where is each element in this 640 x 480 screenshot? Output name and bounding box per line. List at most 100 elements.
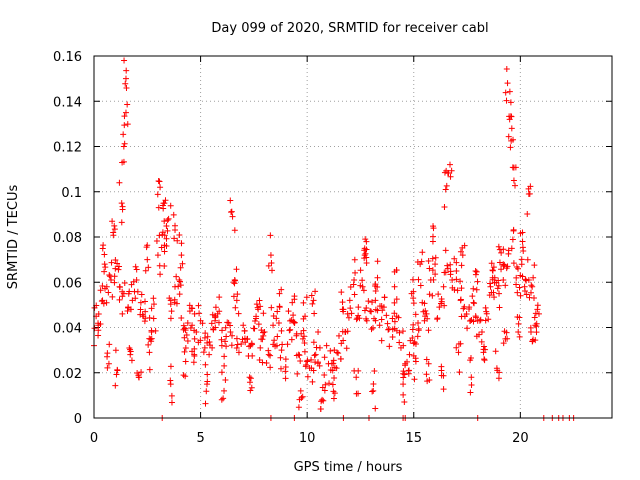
data-point [412, 355, 419, 362]
data-point [295, 404, 302, 411]
data-point [438, 298, 445, 305]
data-point [159, 229, 166, 236]
data-point [150, 315, 157, 322]
data-point [282, 356, 289, 363]
data-point [230, 293, 237, 300]
data-point [220, 395, 227, 402]
data-point [353, 374, 360, 381]
data-point [369, 388, 376, 395]
data-point [381, 294, 388, 301]
data-point [134, 288, 141, 295]
data-point [443, 182, 450, 189]
data-point [467, 355, 474, 362]
data-point [361, 255, 368, 262]
data-point [415, 319, 422, 326]
data-point [267, 352, 274, 359]
data-point [302, 313, 309, 320]
data-point [310, 297, 317, 304]
data-point [282, 375, 289, 382]
data-point [489, 274, 496, 281]
data-point [224, 319, 231, 326]
data-point [376, 322, 383, 329]
data-point [521, 287, 528, 294]
y-tick-label: 0.12 [53, 141, 82, 156]
data-point [470, 299, 477, 306]
data-point [182, 358, 189, 365]
data-point [228, 208, 235, 215]
data-point [173, 300, 180, 307]
data-point [356, 315, 363, 322]
data-point [391, 283, 398, 290]
data-point [531, 262, 538, 269]
data-point [473, 268, 480, 275]
data-point [527, 289, 534, 296]
data-point [453, 344, 460, 351]
data-point [163, 235, 170, 242]
data-point [451, 255, 458, 262]
data-point [121, 140, 128, 147]
data-point [384, 320, 391, 327]
data-point [400, 342, 407, 349]
data-point [476, 317, 483, 324]
data-point [300, 327, 307, 334]
data-point [351, 291, 358, 298]
data-point [471, 300, 478, 307]
data-point [273, 315, 280, 322]
data-point [378, 316, 385, 323]
data-point [167, 377, 174, 384]
x-tick-label: 10 [299, 431, 316, 446]
data-point [423, 356, 430, 363]
data-point [111, 222, 118, 229]
data-point [386, 343, 393, 350]
data-point [146, 366, 153, 373]
data-point [389, 326, 396, 333]
data-point [508, 137, 515, 144]
data-point [161, 263, 168, 270]
data-point [523, 277, 530, 284]
data-point [524, 210, 531, 217]
data-point [204, 371, 211, 378]
data-point [368, 326, 375, 333]
data-point [145, 341, 152, 348]
data-point [157, 271, 164, 278]
data-point [170, 211, 177, 218]
grid-lines [94, 56, 612, 418]
data-point [174, 237, 181, 244]
data-point [118, 219, 125, 226]
data-point [453, 259, 460, 266]
data-point [123, 84, 130, 91]
data-point [177, 282, 184, 289]
data-point [429, 233, 436, 240]
data-point [355, 304, 362, 311]
data-point [146, 349, 153, 356]
data-point [391, 318, 398, 325]
y-tick-label: 0.16 [53, 50, 82, 65]
data-point [492, 348, 499, 355]
data-point [315, 329, 322, 336]
data-point [132, 263, 139, 270]
data-point [326, 380, 333, 387]
data-point [168, 308, 175, 315]
data-point [310, 367, 317, 374]
data-point [163, 222, 170, 229]
data-point [514, 289, 521, 296]
data-point [234, 341, 241, 348]
data-point [409, 276, 416, 283]
data-point [339, 299, 346, 306]
data-point [256, 297, 263, 304]
data-point [503, 66, 510, 73]
data-point [309, 378, 316, 385]
data-point [121, 279, 128, 286]
data-point [498, 266, 505, 273]
data-point [425, 360, 432, 367]
data-point [519, 273, 526, 280]
data-point [178, 315, 185, 322]
data-point [95, 320, 102, 327]
data-point [530, 294, 537, 301]
data-point [247, 342, 254, 349]
data-point [202, 330, 209, 337]
data-point [124, 307, 131, 314]
data-point [318, 398, 325, 405]
data-point [399, 328, 406, 335]
data-point [529, 337, 536, 344]
